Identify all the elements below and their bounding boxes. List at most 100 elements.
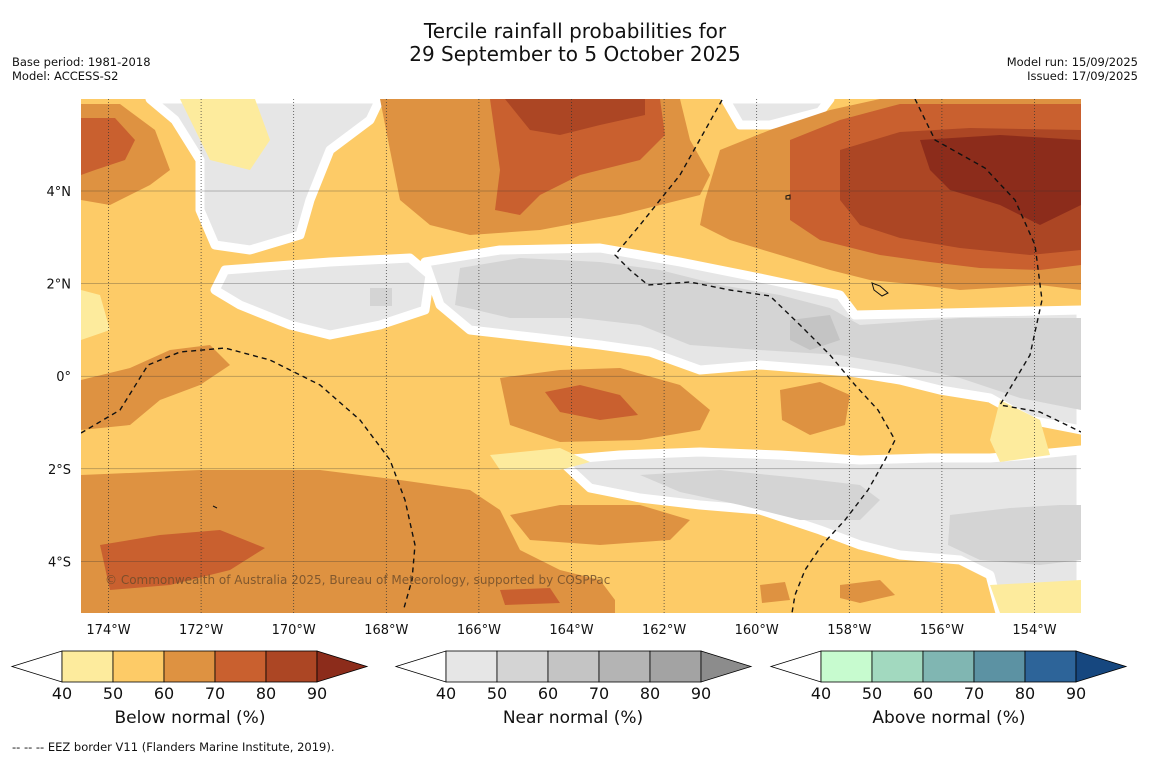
colorbar-segment [445,650,498,683]
lat-tick-label: 4°S [48,555,71,570]
colorbar-tick-label: 70 [589,684,609,703]
longitude-labels: 174°W 172°W 170°W 168°W 166°W 164°W 162°W 160°W… [86,623,1056,638]
colorbar-tick-label: 40 [52,684,72,703]
meta-left: Base period: 1981-2018 Model: ACCESS-S2 [12,55,151,83]
colorbar-tick-label: 60 [913,684,933,703]
lon-tick-label: 170°W [272,623,316,638]
zone-below40-east [990,400,1050,462]
colorbar-tick-label: 50 [103,684,123,703]
probability-field [81,99,1081,613]
colorbar-near: 40 50 60 70 80 90 [394,650,753,703]
colorbar-tick-label: 90 [1066,684,1086,703]
colorbar-segment [214,650,267,683]
zone-near-west-50 [370,288,392,306]
zone-below40-mid [490,448,590,470]
colorbar-segment [61,650,114,683]
zone-below60-south-east-small [840,580,895,603]
colorbar-segment [547,650,600,683]
colorbar-extend-high [700,650,753,683]
lat-tick-label: 2°N [47,278,72,293]
below-40-zones [81,99,1081,613]
colorbar-segment [163,650,216,683]
colorbar-tick-label: 80 [640,684,660,703]
lon-tick-label: 164°W [549,623,593,638]
zone-below40-se [990,580,1081,613]
model-name: Model: ACCESS-S2 [12,69,119,83]
colorbar-tick-label: 50 [487,684,507,703]
zone-near-central-60 [790,315,840,350]
zone-below90-ne [920,135,1081,225]
colorbar-extend-low [10,650,63,683]
zone-below60-sw [81,470,615,613]
colorbar-label-above: Above normal (%) [872,708,1026,728]
colorbar-tick-label: 60 [154,684,174,703]
lon-tick-label: 156°W [920,623,964,638]
lat-tick-label: 2°S [48,463,71,478]
colorbar-tick-label: 70 [205,684,225,703]
islands [212,194,889,509]
eez-borders [81,99,1081,613]
latitude-labels: 4°N 2°N 0° 2°S 4°S [47,185,72,570]
zone-below80-north [505,99,645,135]
issued-date: Issued: 17/09/2025 [1027,69,1138,83]
eez-border-west [81,347,416,609]
colorbar-label-near: Near normal (%) [502,708,644,728]
colorbar-tick-label: 80 [1015,684,1035,703]
zone-below60-west [81,345,230,430]
lon-tick-label: 172°W [179,623,223,638]
eez-footnote: -- -- -- EEZ border V11 (Flanders Marine… [12,740,335,754]
island-kiritimati [871,282,889,297]
colorbar-tick-label: 90 [691,684,711,703]
colorbar-extend-low [769,650,822,683]
lon-tick-label: 168°W [364,623,408,638]
zone-below60-south-small [760,582,790,603]
zone-near-south-50 [640,470,880,520]
zone-below60-south-mid [510,505,690,545]
zone-near-south-east-50 [948,505,1081,565]
colorbar-extend-high [1075,650,1128,683]
colorbar-label-below: Below normal (%) [114,708,266,728]
zone-below70-south [500,588,560,605]
colorbar-segment [496,650,549,683]
colorbar-segment [922,650,975,683]
latitude-gridlines [81,190,1081,562]
island-small-2 [212,505,218,509]
forecast-figure: © Commonwealth of Australia 2025, Bureau… [10,99,1128,703]
colorbar-tick-label: 90 [307,684,327,703]
zone-below70-sw [100,530,265,590]
below-80-zones [505,99,1081,255]
lon-tick-label: 158°W [827,623,871,638]
title-line-2: 29 September to 5 October 2025 [409,42,741,66]
colorbar-segment [112,650,165,683]
zone-below70-nw [81,118,135,175]
model-run: Model run: 15/09/2025 [1006,55,1138,69]
colorbar-segment [871,650,924,683]
colorbar-tick-label: 40 [436,684,456,703]
colorbar-tick-label: 40 [811,684,831,703]
lon-tick-label: 162°W [642,623,686,638]
lat-tick-label: 4°N [47,185,72,200]
title-line-1: Tercile rainfall probabilities for [423,19,727,43]
lon-tick-label: 154°W [1012,623,1056,638]
zone-near-central-50 [455,258,1081,410]
zone-near-west-band [210,253,435,340]
colorbar-tick-label: 50 [862,684,882,703]
zone-near-north [720,99,835,130]
eez-border-east [914,99,1081,433]
lon-tick-label: 174°W [86,623,130,638]
colorbar-tick-label: 70 [964,684,984,703]
zone-below40-west [81,290,110,340]
colorbar-segment [649,650,702,683]
colorbar-tick-label: 80 [256,684,276,703]
zone-below60-central-east [780,382,850,435]
map-title: Tercile rainfall probabilities for 29 Se… [0,20,1150,66]
meta-right: Model run: 15/09/2025 Issued: 17/09/2025 [1007,55,1138,83]
colorbars: 40 50 60 70 80 90 40 50 60 70 80 90 40 50 60 70 80 90 [10,650,1128,703]
copyright-text: © Commonwealth of Australia 2025, Bureau… [105,573,610,587]
colorbar-extend-low [394,650,447,683]
zone-below40-north [180,99,270,170]
colorbar-segment [598,650,651,683]
colorbar-above: 40 50 60 70 80 90 [769,650,1128,703]
base-period: Base period: 1981-2018 [12,55,151,69]
near-normal-darker [370,258,1081,565]
